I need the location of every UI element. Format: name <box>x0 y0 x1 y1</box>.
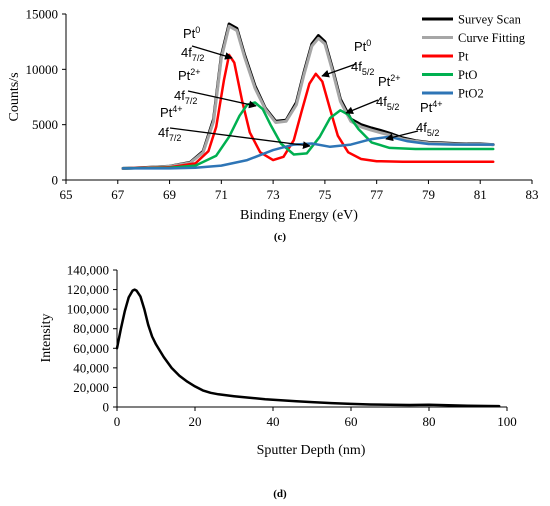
x-tick-label: 79 <box>422 187 435 202</box>
x-tick-label: 67 <box>111 187 125 202</box>
legend-label: PtO <box>458 68 477 82</box>
chart-c-x-label: Binding Energy (eV) <box>240 208 358 223</box>
svg-text:Pt0: Pt0 <box>354 38 371 54</box>
svg-text:4f7/2: 4f7/2 <box>158 125 181 143</box>
legend-label: PtO2 <box>458 87 484 101</box>
annotation-arrow <box>169 127 311 149</box>
y-tick-label: 0 <box>52 173 59 188</box>
svg-text:Pt4+: Pt4+ <box>160 104 183 120</box>
annotation-arrow <box>321 63 357 78</box>
series-line-pto <box>121 101 495 170</box>
y-tick-label: 40,000 <box>73 360 109 375</box>
series-line-intensity <box>115 288 501 408</box>
y-tick-label: 10000 <box>26 62 59 77</box>
chart-c-legend: Survey Scan Curve Fitting Pt PtO PtO2 <box>422 13 526 101</box>
annotation-pt0-4f72: Pt0 4f7/2 <box>181 25 233 63</box>
svg-text:Pt4+: Pt4+ <box>420 99 443 115</box>
chart-d-series <box>115 288 501 408</box>
x-tick-label: 69 <box>163 187 176 202</box>
annotation-arrow <box>345 99 379 114</box>
x-tick-label: 83 <box>526 187 539 202</box>
svg-text:4f7/2: 4f7/2 <box>181 45 204 63</box>
y-tick-label: 80,000 <box>73 321 109 336</box>
svg-text:Pt0: Pt0 <box>183 25 200 41</box>
series-line-pt <box>121 53 495 170</box>
panel-label-c: (c) <box>274 231 287 243</box>
chart-c: 65 67 69 71 73 75 77 79 81 83 0 5000 10000 15000 Bin… <box>7 7 539 244</box>
x-tick-label: 75 <box>318 187 331 202</box>
legend-label: Survey Scan <box>458 13 522 27</box>
legend-item-survey-scan: Survey Scan <box>422 13 522 27</box>
y-tick-label: 15000 <box>26 7 59 22</box>
y-tick-label: 140,000 <box>67 263 109 278</box>
chart-c-series <box>121 22 495 170</box>
legend-item-pto2: PtO2 <box>422 87 484 101</box>
chart-c-axes <box>65 14 532 181</box>
y-tick-label: 120,000 <box>67 282 109 297</box>
svg-text:4f5/2: 4f5/2 <box>351 59 374 77</box>
legend-item-curve-fitting: Curve Fitting <box>422 31 526 45</box>
x-tick-label: 20 <box>189 414 202 429</box>
chart-d: 0 20 40 60 80 100 0 20,000 40,000 60,000 80,000 10… <box>39 263 517 501</box>
legend-item-pto: PtO <box>422 68 477 82</box>
series-line-pto2 <box>121 135 495 170</box>
chart-d-x-label: Sputter Depth (nm) <box>257 443 366 458</box>
chart-c-y-ticks: 0 5000 10000 15000 <box>26 7 66 188</box>
x-tick-label: 71 <box>215 187 228 202</box>
annotation-arrow <box>191 45 233 60</box>
svg-text:Pt2+: Pt2+ <box>178 67 201 83</box>
legend-item-pt: Pt <box>422 50 469 64</box>
svg-text:4f5/2: 4f5/2 <box>376 94 399 112</box>
y-tick-label: 20,000 <box>73 380 109 395</box>
annotation-arrow <box>385 130 419 142</box>
annotation-pt4-4f52: Pt4+ 4f5/2 <box>385 99 443 142</box>
legend-label: Curve Fitting <box>458 31 526 45</box>
chart-d-y-ticks: 0 20,000 40,000 60,000 80,000 100,000 120,000 1… <box>67 263 117 415</box>
annotation-arrow <box>187 90 257 109</box>
annotation-pt0-4f52: Pt0 4f5/2 <box>321 38 374 78</box>
annotation-pt2-4f72: Pt2+ 4f7/2 <box>174 67 257 109</box>
x-tick-label: 0 <box>114 414 121 429</box>
chart-d-x-ticks: 0 20 40 60 80 100 <box>114 407 517 429</box>
chart-c-annotations: Pt0 4f7/2 Pt2+ 4f7/2 Pt4+ 4f7/2 Pt0 4f5/… <box>158 25 443 149</box>
x-tick-label: 73 <box>267 187 280 202</box>
svg-text:4f7/2: 4f7/2 <box>174 88 197 106</box>
legend-label: Pt <box>458 50 469 64</box>
svg-text:4f5/2: 4f5/2 <box>416 120 439 138</box>
annotation-pt2-4f52: Pt2+ 4f5/2 <box>345 73 401 114</box>
chart-c-x-ticks: 65 67 69 71 73 75 77 79 81 83 <box>60 180 539 202</box>
y-tick-label: 100,000 <box>67 302 109 317</box>
x-tick-label: 77 <box>370 187 384 202</box>
chart-d-y-label: Intensity <box>39 314 54 363</box>
svg-text:Pt2+: Pt2+ <box>378 73 401 89</box>
chart-c-y-label: Counts/s <box>7 72 22 121</box>
y-tick-label: 0 <box>103 400 110 415</box>
x-tick-label: 100 <box>497 414 517 429</box>
panel-label-d: (d) <box>273 488 287 500</box>
x-tick-label: 80 <box>423 414 436 429</box>
x-tick-label: 60 <box>345 414 358 429</box>
annotation-pt4-4f72: Pt4+ 4f7/2 <box>158 104 311 149</box>
x-tick-label: 81 <box>474 187 487 202</box>
x-tick-label: 65 <box>60 187 73 202</box>
x-tick-label: 40 <box>267 414 280 429</box>
y-tick-label: 60,000 <box>73 341 109 356</box>
y-tick-label: 5000 <box>32 117 58 132</box>
